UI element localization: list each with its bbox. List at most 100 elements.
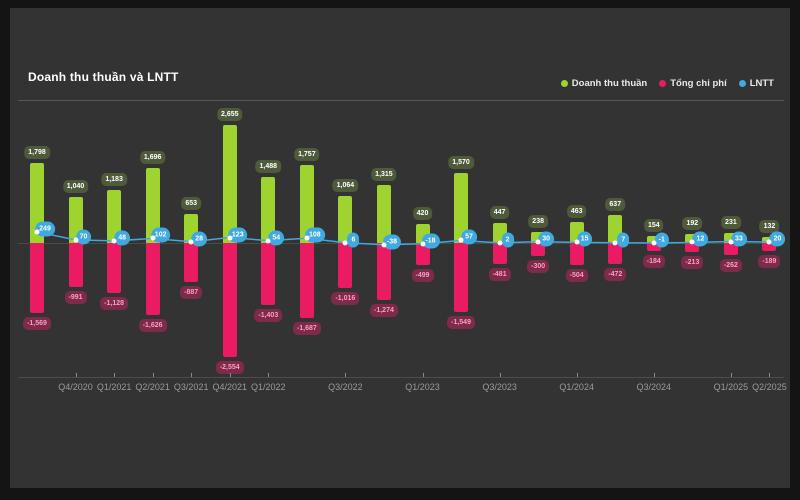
bar-expenses[interactable] [723, 243, 738, 255]
lntt-value-label[interactable]: 102 [150, 227, 171, 243]
lntt-value-label[interactable]: 7 [617, 232, 630, 248]
lntt-value-label[interactable]: 54 [268, 230, 285, 246]
bar-expenses[interactable] [492, 243, 507, 265]
x-axis-label: Q2/2025 [752, 382, 787, 392]
expenses-value-label: -1,549 [447, 315, 475, 329]
bar-revenue[interactable] [222, 125, 237, 243]
zero-line [18, 243, 784, 244]
lntt-value-label[interactable]: 30 [538, 231, 555, 247]
lntt-value-label[interactable]: -1 [654, 232, 669, 248]
bar-revenue[interactable] [107, 190, 122, 243]
x-axis-label: Q1/2025 [713, 382, 749, 392]
x-axis-label: Q3/2022 [328, 382, 363, 392]
x-axis-tick [229, 373, 231, 377]
expenses-value-label: -1,403 [254, 309, 283, 323]
bar-expenses[interactable] [299, 243, 314, 318]
expenses-value-label: -504 [565, 269, 588, 283]
lntt-value-label[interactable]: 15 [576, 231, 593, 247]
lntt-point [574, 239, 580, 245]
revenue-value-label: 1,757 [294, 147, 320, 161]
lntt-value-label[interactable]: 57 [461, 229, 477, 245]
expenses-value-label: -499 [411, 269, 434, 283]
lntt-value-label[interactable]: -18 [421, 233, 440, 249]
lntt-point [612, 240, 618, 246]
revenue-value-label: 192 [682, 217, 703, 231]
lntt-value-label[interactable]: 33 [730, 231, 747, 247]
legend-item-3[interactable]: LNTT [738, 78, 774, 89]
bar-expenses[interactable] [145, 243, 160, 316]
bar-expenses[interactable] [222, 243, 237, 357]
legend: Doanh thu thuần Tổng chi phí LNTT [560, 78, 774, 89]
lntt-point [73, 237, 79, 243]
lntt-value-label[interactable]: 48 [114, 230, 130, 246]
expenses-value-label: -1,128 [100, 297, 129, 311]
revenue-value-label: 231 [721, 215, 741, 229]
bar-expenses[interactable] [376, 243, 391, 300]
bar-revenue[interactable] [261, 176, 276, 243]
lntt-point [497, 240, 503, 246]
bar-expenses[interactable] [338, 243, 353, 289]
legend-label: Tổng chi phí [670, 78, 727, 89]
bar-expenses[interactable] [454, 243, 469, 312]
lntt-point [342, 240, 348, 246]
revenue-value-label: 132 [759, 220, 780, 234]
expenses-value-label: -2,554 [215, 360, 244, 374]
revenue-value-label: 1,064 [332, 178, 359, 192]
lntt-point [111, 238, 117, 244]
lntt-value-label[interactable]: 70 [75, 229, 92, 245]
bar-expenses[interactable] [762, 243, 777, 252]
legend-item-1[interactable]: Doanh thu thuần [560, 78, 647, 89]
legend-label: LNTT [749, 78, 774, 89]
legend-item-2[interactable]: Tổng chi phí [659, 78, 727, 89]
legend-dot-icon [659, 80, 667, 87]
bar-expenses[interactable] [261, 243, 276, 306]
revenue-value-label: 238 [528, 215, 548, 229]
bar-expenses[interactable] [184, 243, 199, 283]
lntt-value-label[interactable]: 12 [692, 231, 709, 247]
x-axis-label: Q3/2024 [636, 382, 672, 392]
lntt-value-label[interactable]: 108 [305, 227, 325, 243]
x-axis-tick [75, 373, 77, 377]
x-axis-tick [114, 373, 116, 377]
revenue-value-label: 420 [412, 207, 433, 221]
bar-expenses[interactable] [415, 243, 430, 266]
revenue-value-label: 1,570 [448, 156, 474, 170]
x-axis-label: Q3/2021 [173, 382, 209, 392]
lntt-value-label[interactable]: -38 [382, 234, 401, 250]
bar-expenses[interactable] [68, 243, 83, 288]
bar-revenue[interactable] [338, 195, 353, 243]
lntt-value-label[interactable]: 28 [191, 231, 208, 247]
bar-expenses[interactable] [30, 243, 44, 313]
x-axis-tick [499, 373, 501, 377]
x-axis-label: Q1/2024 [559, 382, 594, 392]
bar-revenue[interactable] [454, 173, 469, 243]
x-axis-label: Q4/2020 [58, 382, 93, 392]
bar-expenses[interactable] [531, 243, 546, 257]
x-axis-tick [422, 373, 424, 377]
lntt-value-label[interactable]: 2 [501, 232, 514, 248]
expenses-value-label: -184 [642, 255, 665, 269]
lntt-value-label[interactable]: 249 [35, 221, 55, 237]
legend-dot-icon [738, 80, 746, 87]
bar-expenses[interactable] [107, 243, 122, 294]
lntt-point [304, 235, 310, 241]
lntt-value-label[interactable]: 123 [227, 227, 248, 243]
lntt-point [381, 242, 387, 248]
bar-expenses[interactable] [569, 243, 584, 266]
bar-revenue[interactable] [145, 167, 160, 243]
bar-revenue[interactable] [299, 164, 314, 243]
x-axis-label: Q2/2021 [135, 382, 170, 392]
x-axis-label: Q1/2021 [96, 382, 132, 392]
bar-expenses[interactable] [685, 243, 700, 253]
bar-expenses[interactable] [646, 243, 661, 252]
lntt-point [420, 241, 425, 247]
lntt-value-label[interactable]: 20 [769, 231, 786, 247]
bar-revenue[interactable] [376, 184, 391, 243]
x-axis-tick [653, 373, 655, 377]
bar-expenses[interactable] [608, 243, 623, 264]
expenses-value-label: -472 [604, 267, 627, 281]
expenses-value-label: -262 [719, 258, 742, 272]
lntt-value-label[interactable]: 6 [347, 232, 360, 248]
lntt-point [265, 238, 271, 244]
